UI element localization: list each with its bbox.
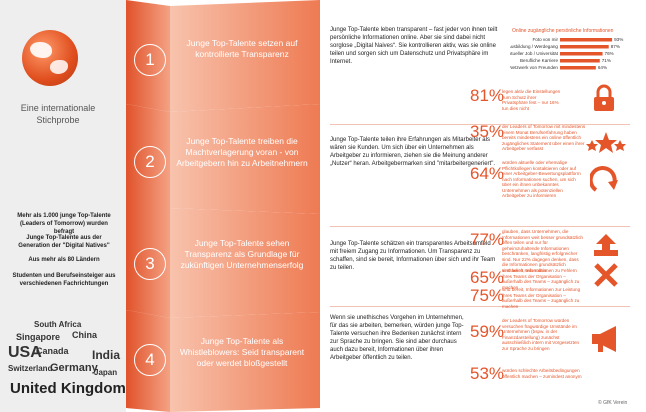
bar-label: Ausbildung / Werdegang (510, 44, 558, 49)
cloud-word: Germany (50, 362, 98, 374)
cloud-word: Japan (94, 368, 118, 377)
cloud-word: Singapore (16, 332, 61, 342)
stat-2a-value: 35% (470, 122, 505, 141)
section-headline-4: Junge Top-Talente als Whistleblowers: Se… (179, 336, 305, 368)
stat-2b-value: 64% (470, 164, 505, 183)
section-headline-3: Junge Top-Talente sehen Transparenz als … (180, 238, 304, 270)
bar-label: Aktueller Job / Universität (510, 51, 559, 56)
chart-title: Online zugängliche persönliche Informati… (512, 28, 614, 34)
stat-3c-note: sind bereit, Informationen zur Leistung … (502, 287, 581, 309)
bar-value-label: 93% (614, 37, 623, 42)
stat-1-value: 81% (470, 86, 505, 105)
divider (330, 124, 630, 125)
globe-icon (22, 30, 78, 86)
stat-3a-note: glauben, dass Unternehmen, die Informati… (502, 229, 583, 273)
stat-4a-value: 59% (470, 322, 505, 341)
section-number-1: 1 (134, 44, 166, 76)
cloud-word: China (72, 330, 98, 340)
section-text-1: Junge Top-Talente leben transparent – fa… (330, 27, 498, 65)
section-number-3: 3 (134, 248, 166, 280)
upload-icon (592, 232, 620, 258)
section-headline-2: Junge Top-Talente treiben die Machtverla… (176, 136, 308, 168)
stat-4a-note: der Leaders of Tomorrow würden versuchen… (502, 318, 580, 351)
bar-value-label: 64% (598, 65, 607, 70)
x-mark-icon (592, 262, 620, 288)
stat-4b-value: 53% (470, 364, 505, 383)
stat-3c-value: 75% (470, 286, 505, 305)
stat-2b-note: würden aktuelle oder ehemalige Pflichtko… (502, 160, 581, 198)
fact-students: Studenten und Berufseinsteiger aus versc… (12, 273, 116, 287)
sample-title: Eine internationale Stichprobe (20, 103, 96, 125)
bar (560, 52, 603, 56)
section-headline-1: Junge Top-Talente setzen auf kontrollier… (186, 38, 298, 59)
bar-value-label: 87% (611, 44, 620, 49)
bar-value-label: 76% (605, 51, 614, 56)
cloud-word: Canada (36, 346, 69, 356)
stat-4b-note: würden schlechte Arbeitsbedingungen öffe… (502, 368, 582, 379)
bar (560, 38, 613, 42)
cloud-word: India (92, 348, 121, 362)
stat-3a-value: 77% (470, 230, 505, 249)
curved-arrow-icon (588, 166, 620, 194)
star-rating-icon (586, 130, 626, 154)
divider (330, 226, 630, 227)
cloud-word: South Africa (34, 320, 82, 329)
fact-respondents: Mehr als 1.000 junge Top-Talente (Leader… (17, 213, 111, 235)
stat-1-note: legen aktiv die Einstellungen zum Schutz… (502, 89, 561, 111)
megaphone-icon (588, 324, 622, 354)
fact-countries: Aus mehr als 80 Ländern (28, 257, 100, 263)
bar (560, 59, 600, 63)
bar-label: Netzwerk von Freunden (510, 65, 558, 70)
section-number-4: 4 (134, 344, 166, 376)
section-text-4: Wenn sie unethisches Vorgehen im Unterne… (330, 315, 464, 361)
cloud-word: Switzerland (8, 364, 53, 373)
cloud-word: USA (8, 344, 42, 361)
cloud-word: United Kingdom (10, 380, 126, 397)
bar (560, 45, 609, 49)
padlock-icon (588, 84, 620, 112)
stat-2a-note: der Leaders of Tomorrow mit mindestens e… (502, 124, 586, 151)
divider (330, 306, 630, 307)
section-number-2: 2 (134, 146, 166, 178)
bar-chart: Foto von mir 93% Ausbildung / Werdegang 87%… (510, 37, 623, 70)
bar-label: Berufliche Karriere (520, 58, 558, 63)
copyright-footer: © GfK Verein (598, 400, 628, 406)
stat-3b-value: 65% (470, 268, 505, 287)
section-text-2: Junge Top-Talente teilen ihre Erfahrunge… (330, 137, 495, 167)
stat-3b-note: sind bereit, Informationen zu Fehlern ih… (502, 268, 580, 290)
fact-generation: Junge Top-Talente aus der Generation der… (18, 235, 110, 249)
section-text-3: Junge Top-Talente schätzen ein transpare… (330, 241, 496, 271)
bar-label: Foto von mir (532, 37, 558, 42)
country-word-cloud: South Africa China Singapore Canada USA … (6, 318, 126, 404)
bar-value-label: 71% (602, 58, 611, 63)
bar (560, 66, 596, 70)
